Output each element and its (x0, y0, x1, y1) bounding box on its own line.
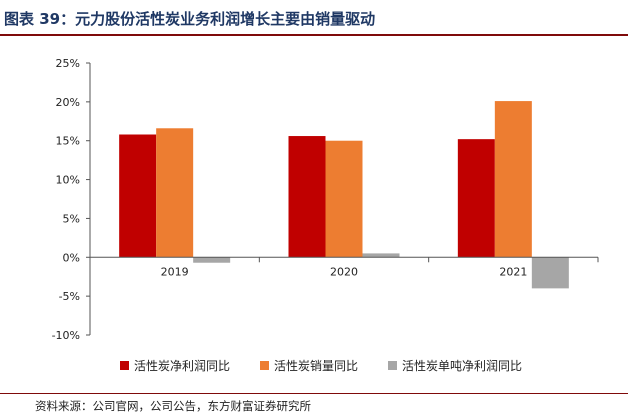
source-divider (0, 393, 628, 394)
legend-label-volume: 活性炭销量同比 (274, 359, 359, 373)
y-tick-label: 25% (56, 57, 80, 70)
y-tick-label: 5% (63, 212, 80, 225)
legend-item-net-profit: 活性炭净利润同比 (120, 357, 230, 374)
bar-2020-s2 (362, 253, 400, 258)
y-tick-label: 20% (56, 96, 80, 109)
legend-item-unit-profit: 活性炭单吨净利润同比 (388, 357, 522, 374)
legend-swatch-volume (260, 361, 270, 370)
y-tick-label: 0% (63, 251, 80, 264)
bar-2021-s0 (457, 139, 495, 258)
figure-title: 图表 39：元力股份活性炭业务利润增长主要由销量驱动 (4, 10, 376, 28)
bar-2021-s2 (531, 257, 569, 289)
bar-2019-s1 (156, 128, 194, 258)
x-tick-label: 2021 (499, 265, 527, 278)
y-axis: 25% 20% 15% 10% 5% 0% -5% -10% (52, 57, 91, 342)
legend-swatch-net-profit (120, 361, 129, 370)
x-tick-label: 2019 (161, 265, 189, 278)
legend: 活性炭净利润同比 活性炭销量同比 活性炭单吨净利润同比 (120, 357, 522, 374)
bar-2021-s1 (494, 101, 532, 258)
y-tick-label: -10% (52, 329, 80, 342)
bars (119, 101, 569, 289)
y-tick-label: -5% (59, 290, 80, 303)
y-tick-label: 10% (56, 174, 80, 187)
x-tick-label: 2020 (330, 265, 358, 278)
bar-2020-s1 (325, 140, 363, 258)
title-divider (0, 34, 628, 36)
bar-chart: 25% 20% 15% 10% 5% 0% -5% -10% 2019 2020 2021 (52, 57, 599, 342)
legend-swatch-unit-profit (388, 361, 398, 370)
bar-2019-s0 (119, 134, 157, 258)
legend-label-unit-profit: 活性炭单吨净利润同比 (402, 359, 523, 373)
bar-2020-s0 (288, 136, 326, 258)
legend-label-net-profit: 活性炭净利润同比 (134, 359, 231, 373)
y-tick-label: 15% (56, 135, 80, 148)
x-axis: 2019 2020 2021 (89, 256, 599, 278)
source-note: 资料来源：公司官网，公司公告，东方财富证券研究所 (35, 399, 311, 413)
legend-item-volume: 活性炭销量同比 (260, 357, 358, 374)
bar-2019-s2 (193, 257, 231, 263)
